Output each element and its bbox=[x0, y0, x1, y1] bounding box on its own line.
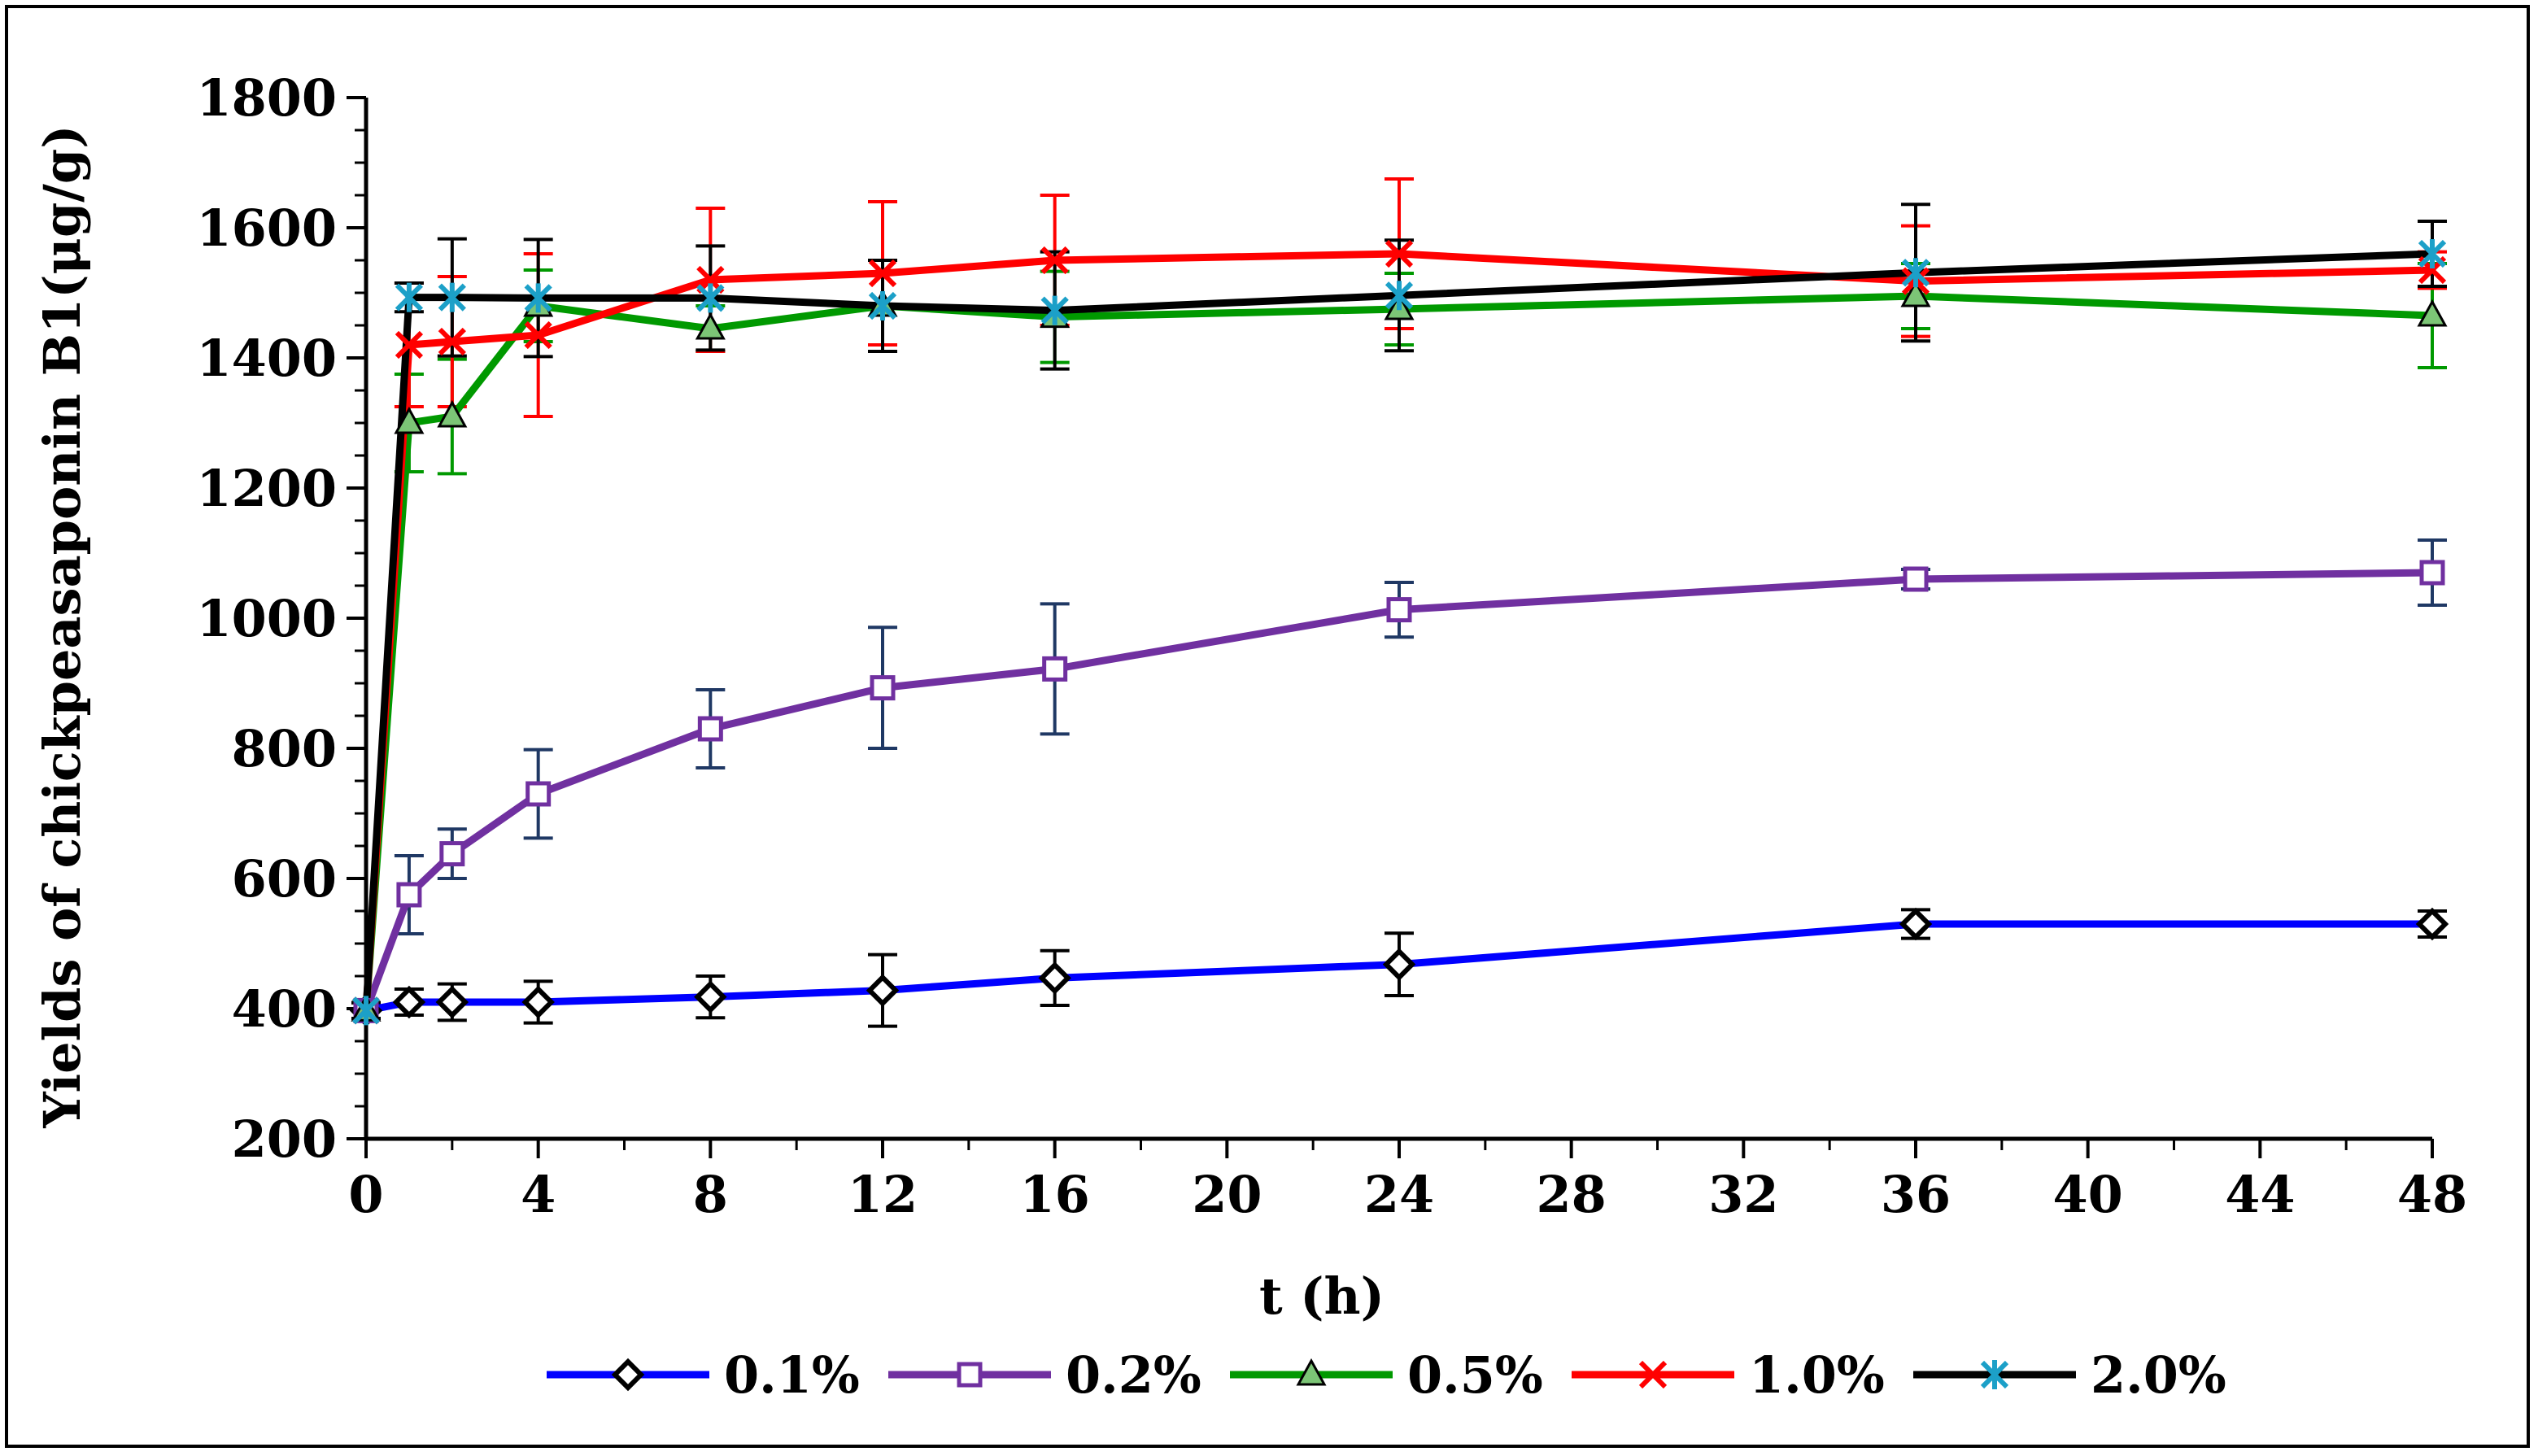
x-tick-label: 28 bbox=[1537, 1165, 1607, 1224]
legend-label: 0.2% bbox=[1066, 1345, 1201, 1405]
data-point bbox=[394, 406, 425, 434]
series-line-2.0% bbox=[362, 250, 2433, 1011]
data-point bbox=[696, 283, 725, 313]
data-point bbox=[1901, 258, 1930, 288]
series-line-0.5% bbox=[362, 292, 2433, 1011]
y-tick-label: 1600 bbox=[196, 198, 337, 258]
data-point bbox=[1040, 246, 1069, 275]
y-tick-label: 600 bbox=[232, 849, 337, 909]
chart-frame bbox=[5, 5, 2530, 1448]
series-lines bbox=[362, 250, 2433, 1014]
data-point bbox=[1903, 566, 1929, 592]
data-point bbox=[1386, 597, 1412, 623]
data-point bbox=[870, 675, 896, 701]
data-point bbox=[521, 985, 555, 1019]
y-tick-label: 1800 bbox=[196, 68, 337, 128]
x-tick-label: 20 bbox=[1192, 1165, 1262, 1224]
data-point bbox=[868, 259, 897, 288]
data-point bbox=[2419, 560, 2445, 586]
legend-marker bbox=[611, 1358, 645, 1392]
data-point bbox=[435, 985, 469, 1019]
data-point bbox=[524, 283, 552, 313]
series-line-1.0% bbox=[362, 250, 2433, 1011]
legend: 0.1% 0.2% 0.5% 1.0% 2.0% bbox=[547, 1345, 2226, 1405]
x-axis-title: t (h) bbox=[1259, 1266, 1385, 1326]
data-point bbox=[395, 330, 424, 360]
data-point bbox=[439, 841, 465, 867]
legend-label: 1.0% bbox=[1749, 1345, 1885, 1405]
data-point bbox=[695, 312, 726, 340]
legend-marker bbox=[1638, 1360, 1668, 1389]
data-markers bbox=[349, 239, 2449, 1027]
data-point bbox=[437, 399, 468, 428]
series-line-0.2% bbox=[362, 569, 2433, 1012]
x-tick-label: 12 bbox=[848, 1165, 918, 1224]
data-point bbox=[438, 282, 466, 312]
y-tick-label: 1400 bbox=[196, 329, 337, 388]
data-point bbox=[395, 282, 424, 312]
data-point bbox=[2418, 239, 2447, 268]
y-tick-label: 800 bbox=[232, 719, 337, 778]
data-point bbox=[351, 996, 381, 1026]
data-point bbox=[1040, 295, 1069, 325]
x-tick-label: 16 bbox=[1020, 1165, 1090, 1224]
legend-label: 0.1% bbox=[724, 1345, 860, 1405]
y-tick-label: 1000 bbox=[196, 589, 337, 648]
data-point bbox=[1042, 656, 1068, 682]
y-tick-label: 1200 bbox=[196, 459, 337, 518]
legend-marker bbox=[1980, 1360, 2009, 1389]
data-point bbox=[525, 781, 552, 807]
data-point bbox=[1385, 239, 1414, 268]
data-point bbox=[694, 980, 727, 1014]
x-tick-label: 4 bbox=[521, 1165, 556, 1224]
data-point bbox=[2415, 907, 2449, 941]
y-axis-title: Yields of chickpeasaponin B1(μg/g) bbox=[33, 124, 92, 1128]
x-tick-label: 44 bbox=[2225, 1165, 2295, 1224]
data-point bbox=[438, 327, 466, 356]
y-tick-label: 200 bbox=[232, 1109, 337, 1169]
legend-label: 2.0% bbox=[2091, 1345, 2226, 1405]
legend-marker bbox=[957, 1362, 983, 1388]
x-tick-label: 32 bbox=[1708, 1165, 1778, 1224]
x-tick-label: 40 bbox=[2053, 1165, 2123, 1224]
x-tick-label: 48 bbox=[2397, 1165, 2467, 1224]
y-tick-label: 400 bbox=[232, 979, 337, 1039]
data-point bbox=[1899, 907, 1933, 941]
data-point bbox=[396, 882, 422, 908]
data-point bbox=[524, 320, 552, 350]
data-point bbox=[392, 985, 426, 1019]
data-point bbox=[1038, 961, 1071, 995]
x-tick-label: 36 bbox=[1881, 1165, 1951, 1224]
x-tick-label: 8 bbox=[693, 1165, 728, 1224]
x-tick-label: 0 bbox=[348, 1165, 383, 1224]
series-line-0.1% bbox=[365, 920, 2432, 1014]
data-point bbox=[1900, 279, 1931, 307]
data-point bbox=[2417, 299, 2448, 327]
data-point bbox=[868, 291, 897, 320]
legend-label: 0.5% bbox=[1407, 1345, 1543, 1405]
legend-marker bbox=[1296, 1358, 1327, 1386]
data-point bbox=[1382, 948, 1416, 981]
data-point bbox=[697, 716, 723, 742]
x-tick-label: 24 bbox=[1364, 1165, 1434, 1224]
data-point bbox=[866, 974, 900, 1007]
data-point bbox=[1385, 281, 1414, 311]
